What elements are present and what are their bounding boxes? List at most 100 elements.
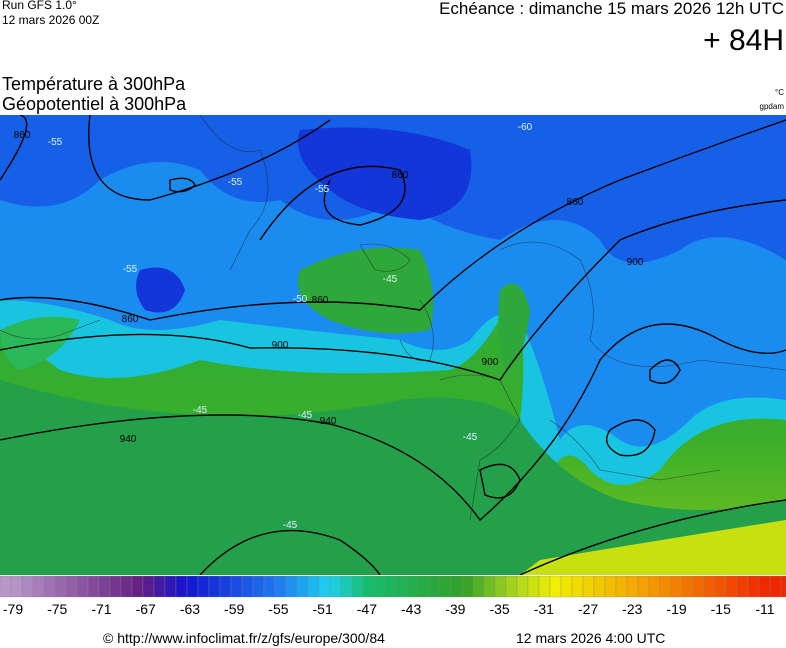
colorbar-swatch — [538, 575, 551, 598]
colorbar-swatch — [593, 575, 606, 598]
colorbar-swatch — [648, 575, 661, 598]
colorbar-swatch — [406, 575, 419, 598]
colorbar-swatch — [131, 575, 144, 598]
temperature-label: -55 — [228, 177, 243, 188]
colorbar-swatch — [527, 575, 540, 598]
geopotential-label: 940 — [320, 416, 337, 427]
colorbar-swatch — [692, 575, 705, 598]
colorbar-tick-label: -79 — [3, 601, 23, 617]
colorbar-swatch — [483, 575, 496, 598]
geopotential-label: 900 — [627, 257, 644, 268]
colorbar-tick-label: -23 — [622, 601, 642, 617]
colorbar-swatch — [230, 575, 243, 598]
colorbar-tick-label: -15 — [711, 601, 731, 617]
colorbar-swatch — [142, 575, 155, 598]
colorbar-swatch — [197, 575, 210, 598]
colorbar-swatch — [164, 575, 177, 598]
colorbar-tick-label: -39 — [445, 601, 465, 617]
colorbar-tick-label: -51 — [313, 601, 333, 617]
colorbar-swatch — [98, 575, 111, 598]
temperature-label: -60 — [518, 122, 533, 133]
footer-date: 12 mars 2026 4:00 UTC — [516, 630, 665, 646]
colorbar-swatch — [274, 575, 287, 598]
temperature-label: -55 — [123, 264, 138, 275]
colorbar-swatch — [43, 575, 56, 598]
colorbar-swatch — [571, 575, 584, 598]
temperature-label: -55 — [315, 184, 330, 195]
map: 860 860 860 860 860 900 900 900 940 940 -60 -55 -55 -… — [0, 115, 786, 575]
run-label: Run GFS 1.0° — [2, 0, 77, 12]
colorbar-tick-label: -67 — [136, 601, 156, 617]
colorbar-swatch — [153, 575, 166, 598]
colorbar-swatch — [54, 575, 67, 598]
colorbar-swatch — [472, 575, 485, 598]
colorbar: -79 -75 -71 -67 -63 -59 -55 -51 -47 -43 -39 -35 -31 -… — [0, 575, 786, 617]
colorbar-swatch — [780, 575, 786, 598]
colorbar-swatch — [175, 575, 188, 598]
colorbar-swatch — [87, 575, 100, 598]
colorbar-swatch — [626, 575, 639, 598]
geopotential-label: 940 — [120, 434, 137, 445]
colorbar-tick-label: -71 — [91, 601, 111, 617]
geopotential-label: 860 — [122, 314, 139, 325]
temperature-label: -45 — [463, 432, 478, 443]
unit-geopotential: gpdam — [760, 102, 785, 111]
colorbar-swatch — [516, 575, 529, 598]
geopotential-label: 860 — [392, 170, 409, 181]
colorbar-swatch — [615, 575, 628, 598]
geopotential-label: 900 — [482, 357, 499, 368]
colorbar-swatch — [450, 575, 463, 598]
colorbar-swatch — [329, 575, 342, 598]
colorbar-swatch — [186, 575, 199, 598]
colorbar-tick-label: -31 — [534, 601, 554, 617]
colorbar-swatch — [384, 575, 397, 598]
colorbar-swatch — [285, 575, 298, 598]
geopotential-label: 860 — [567, 197, 584, 208]
colorbar-swatch — [351, 575, 364, 598]
colorbar-tick-label: -27 — [578, 601, 598, 617]
geopotential-label: 900 — [272, 340, 289, 351]
colorbar-tick-label: -59 — [224, 601, 244, 617]
geopotential-label: 860 — [14, 130, 31, 141]
colorbar-swatch — [725, 575, 738, 598]
colorbar-swatch — [65, 575, 78, 598]
colorbar-swatch — [417, 575, 430, 598]
valid-time: Echéance : dimanche 15 mars 2026 12h UTC — [439, 0, 784, 18]
colorbar-swatch — [659, 575, 672, 598]
colorbar-swatch — [494, 575, 507, 598]
colorbar-swatch — [604, 575, 617, 598]
colorbar-swatch — [582, 575, 595, 598]
colorbar-swatch — [208, 575, 221, 598]
title-temperature: Température à 300hPa — [2, 74, 186, 94]
colorbar-swatch — [560, 575, 573, 598]
colorbar-swatch — [549, 575, 562, 598]
colorbar-swatch — [736, 575, 749, 598]
colorbar-tick-label: -43 — [401, 601, 421, 617]
colorbar-swatch — [21, 575, 34, 598]
colorbar-swatch — [340, 575, 353, 598]
colorbar-tick-label: -63 — [180, 601, 200, 617]
colorbar-swatch — [32, 575, 45, 598]
colorbar-swatch — [681, 575, 694, 598]
colorbar-swatch — [505, 575, 518, 598]
colorbar-swatch — [76, 575, 89, 598]
title-geopotential: Géopotentiel à 300hPa — [2, 94, 187, 114]
colorbar-swatch — [428, 575, 441, 598]
colorbar-tick-label: -55 — [268, 601, 288, 617]
temperature-label: -45 — [383, 274, 398, 285]
colorbar-swatch — [362, 575, 375, 598]
colorbar-tick-label: -47 — [357, 601, 377, 617]
temperature-label: -45 — [283, 520, 298, 531]
colorbar-swatch — [714, 575, 727, 598]
temperature-label: -50 — [293, 294, 308, 305]
colorbar-swatch — [252, 575, 265, 598]
temperature-label: -45 — [298, 410, 313, 421]
colorbar-swatch — [219, 575, 232, 598]
colorbar-swatch — [307, 575, 320, 598]
colorbar-swatch — [10, 575, 23, 598]
footer-url: © http://www.infoclimat.fr/z/gfs/europe/… — [103, 630, 385, 646]
temperature-label: -55 — [48, 137, 63, 148]
colorbar-swatch — [703, 575, 716, 598]
colorbar-swatch — [439, 575, 452, 598]
